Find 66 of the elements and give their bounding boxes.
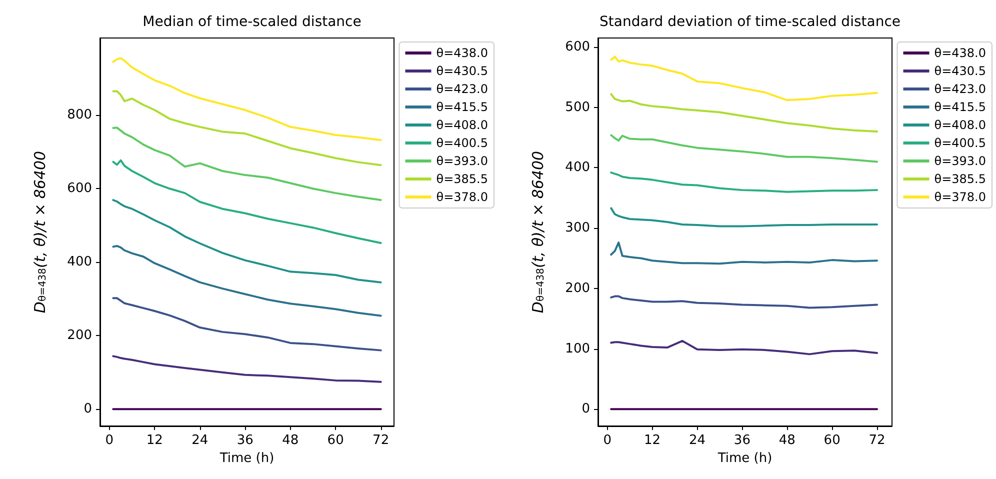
line-series [112, 159, 382, 244]
line-series [610, 295, 878, 309]
legend-label: θ=415.5 [934, 100, 986, 114]
x-tick-label: 0 [105, 433, 114, 448]
x-tick-label: 12 [146, 433, 163, 448]
x-tick-label: 36 [734, 433, 750, 448]
line-series [610, 340, 878, 356]
legend-label: θ=393.0 [436, 154, 488, 168]
y-tick-label: 600 [565, 40, 590, 55]
y-axis-title: Dθ=438(t, θ)/t × 86400 [529, 150, 547, 314]
y-tick-label: 400 [67, 254, 92, 270]
line-series [112, 244, 382, 317]
y-tick-label: 400 [565, 160, 590, 176]
line-series [112, 126, 382, 202]
line-series [610, 56, 878, 102]
x-tick-label: 48 [282, 433, 299, 448]
chart-title: Median of time-scaled distance [142, 14, 362, 30]
x-tick-label: 24 [192, 433, 208, 448]
legend-label: θ=393.0 [934, 154, 986, 168]
legend-label: θ=438.0 [934, 46, 986, 60]
line-series [610, 207, 878, 228]
x-tick-label: 48 [778, 433, 796, 448]
legend-label: θ=415.5 [436, 100, 488, 114]
line-series [610, 93, 878, 133]
legend-label: θ=423.0 [934, 82, 986, 96]
x-axis-title: Time (h) [716, 451, 772, 466]
x-tick-label: 0 [603, 433, 612, 448]
x-axis-title: Time (h) [218, 451, 274, 466]
x-tick-label: 72 [372, 433, 390, 448]
legend-label: θ=400.5 [436, 136, 488, 150]
legend-label: θ=408.0 [436, 118, 488, 132]
legend-label: θ=430.5 [934, 64, 986, 78]
y-tick-label: 0 [582, 402, 590, 417]
legend-label: θ=400.5 [934, 136, 986, 150]
line-series [112, 57, 382, 142]
legend-label: θ=378.0 [436, 190, 488, 204]
legend-label: θ=430.5 [436, 64, 488, 78]
line-series [610, 134, 878, 163]
y-tick-label: 200 [67, 328, 92, 344]
line-series [610, 172, 878, 193]
x-tick-label: 24 [688, 433, 706, 448]
legend-label: θ=438.0 [436, 46, 488, 60]
legend-label: θ=378.0 [934, 190, 986, 204]
legend-label: θ=423.0 [436, 82, 488, 96]
legend-label: θ=385.5 [934, 172, 986, 186]
line-series [112, 90, 382, 166]
legend-label: θ=408.0 [934, 118, 986, 132]
x-tick-label: 60 [824, 433, 840, 448]
y-tick-label: 100 [565, 341, 590, 356]
line-series [112, 297, 382, 352]
x-tick-label: 60 [327, 433, 344, 448]
x-tick-label: 36 [236, 433, 254, 448]
line-series [112, 199, 382, 284]
y-axis-title: Dθ=438(t, θ)/t × 86400 [31, 150, 49, 314]
line-series [112, 355, 382, 383]
y-tick-label: 500 [565, 100, 590, 115]
x-tick-label: 72 [868, 433, 886, 448]
y-tick-label: 300 [565, 220, 590, 236]
y-tick-label: 800 [67, 108, 92, 123]
line-series [610, 242, 878, 265]
y-tick-label: 0 [84, 402, 92, 417]
y-tick-label: 200 [565, 280, 590, 296]
x-tick-label: 12 [644, 433, 661, 448]
chart-title: Standard deviation of time-scaled distance [599, 14, 901, 30]
legend-label: θ=385.5 [436, 172, 488, 186]
y-tick-label: 600 [67, 181, 92, 196]
